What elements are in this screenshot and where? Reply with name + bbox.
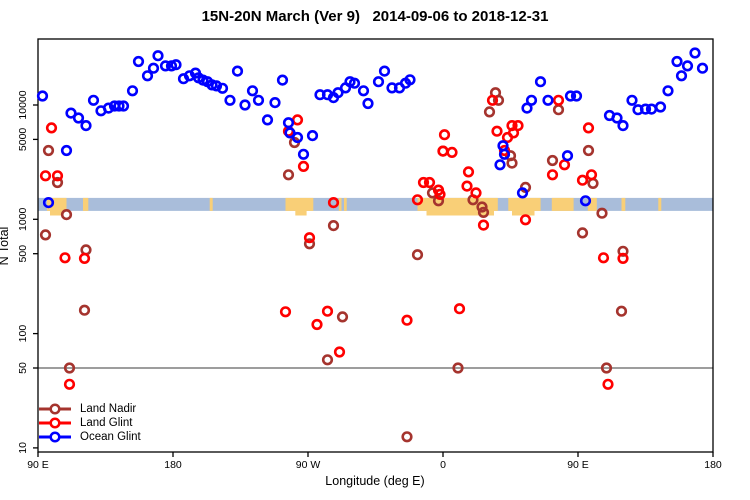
geo-band-land-deep bbox=[512, 209, 535, 216]
geo-band-land-deep bbox=[426, 209, 494, 216]
geo-band-land bbox=[344, 197, 347, 211]
x-tick-label: 0 bbox=[440, 459, 446, 471]
geo-band-land bbox=[621, 197, 626, 211]
geo-band-land-deep bbox=[50, 209, 62, 216]
geo-band-land bbox=[508, 197, 541, 211]
series-land-nadir bbox=[39, 87, 629, 443]
geo-band-land-deep bbox=[295, 209, 307, 216]
y-tick-label: 5000 bbox=[17, 128, 29, 152]
legend-row-ocean-glint: Ocean Glint bbox=[38, 430, 141, 444]
geo-band-land bbox=[338, 197, 342, 211]
legend-label-land-glint: Land Glint bbox=[80, 417, 133, 429]
geo-band-land bbox=[83, 197, 89, 211]
legend-symbol-land-nadir bbox=[39, 403, 71, 415]
legend-symbol-land-glint bbox=[39, 417, 71, 429]
geo-band-land bbox=[587, 197, 597, 211]
y-tick-label: 100 bbox=[17, 325, 29, 343]
legend-row-land-nadir: Land Nadir bbox=[38, 402, 141, 416]
y-tick-label: 10 bbox=[17, 442, 29, 454]
x-tick-label: 90 E bbox=[567, 459, 589, 471]
x-tick-label: 180 bbox=[704, 459, 722, 471]
x-tick-label: 180 bbox=[164, 459, 182, 471]
y-tick-label: 500 bbox=[17, 245, 29, 263]
geo-band-ocean bbox=[38, 197, 713, 211]
plot-box bbox=[37, 38, 714, 453]
x-axis-title: Longitude (deg E) bbox=[325, 474, 425, 488]
geo-band-land bbox=[658, 197, 662, 211]
geo-band-land bbox=[551, 197, 574, 211]
y-tick-label: 1000 bbox=[17, 207, 29, 231]
x-tick-label: 90 W bbox=[296, 459, 321, 471]
series-ocean-glint bbox=[36, 47, 709, 209]
geo-band-land bbox=[209, 197, 213, 211]
y-tick-label: 50 bbox=[17, 362, 29, 374]
x-tick-label: 90 E bbox=[27, 459, 49, 471]
legend-symbol-ocean-glint bbox=[39, 431, 71, 443]
legend-label-land-nadir: Land Nadir bbox=[80, 403, 137, 415]
series-land-glint bbox=[39, 94, 629, 390]
legend-label-ocean-glint: Ocean Glint bbox=[80, 431, 141, 443]
legend-row-land-glint: Land Glint bbox=[38, 416, 141, 430]
y-tick-label: 10000 bbox=[17, 90, 29, 119]
chart-title: 15N-20N March (Ver 9) 2014-09-06 to 2018… bbox=[201, 8, 549, 25]
legend: Land Nadir Land Glint Ocean Glint bbox=[38, 402, 141, 444]
geo-band-land bbox=[285, 197, 314, 211]
